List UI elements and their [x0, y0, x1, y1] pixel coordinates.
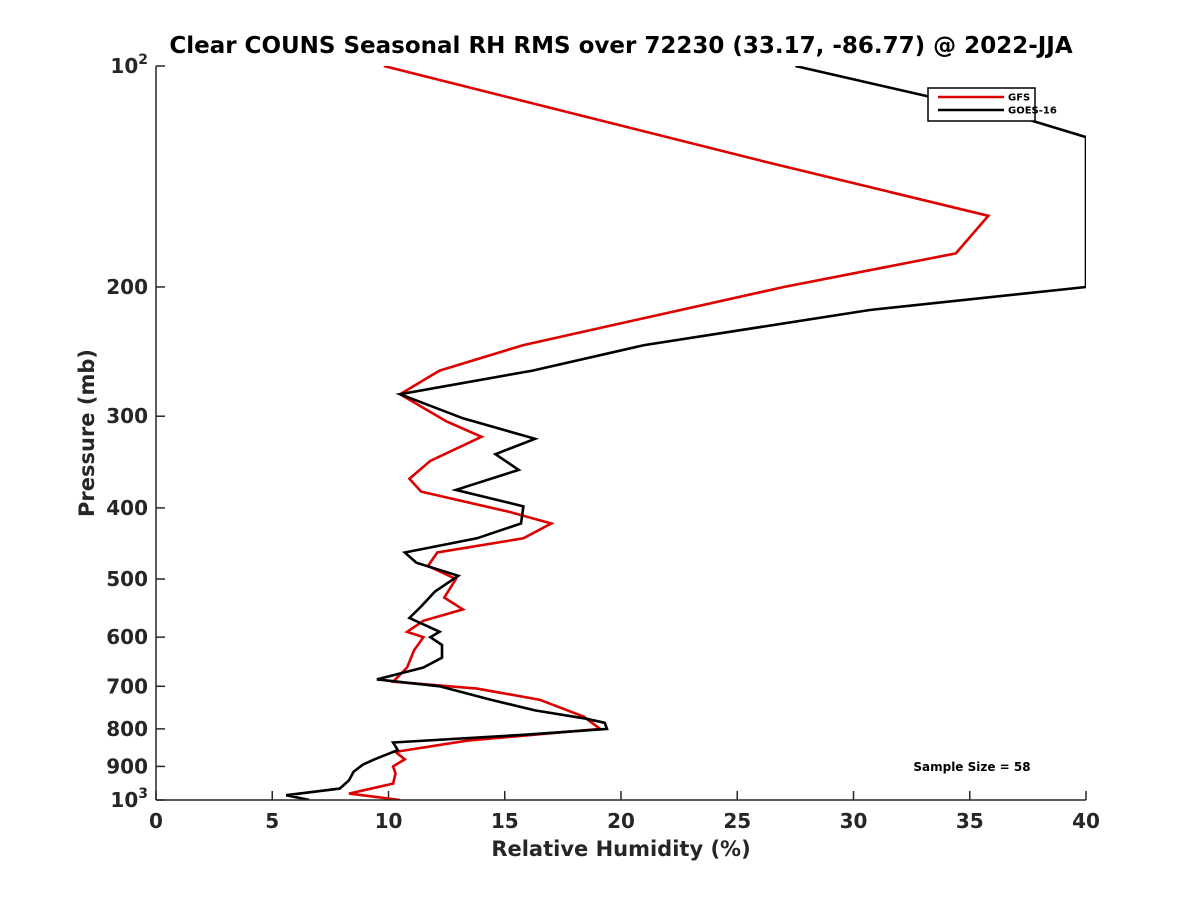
y-tick-label: 600	[106, 625, 148, 649]
y-tick-label: 102	[110, 52, 148, 78]
x-tick-label: 30	[840, 809, 868, 833]
y-axis-label: Pressure (mb)	[75, 349, 99, 517]
y-tick-label: 700	[106, 674, 148, 698]
series-line-goes-16	[285, 66, 1086, 800]
axes	[155, 66, 1086, 801]
series-lines	[285, 66, 1086, 800]
x-tick-label: 20	[607, 809, 635, 833]
sample-size-annotation: Sample Size = 58	[913, 760, 1030, 774]
x-tick-label: 40	[1072, 809, 1100, 833]
y-tick-label: 103	[110, 786, 148, 812]
y-tick-label: 300	[106, 404, 148, 428]
x-tick-label: 10	[375, 809, 403, 833]
y-tick-label: 200	[106, 275, 148, 299]
x-tick-label: 5	[265, 809, 279, 833]
x-tick-label: 25	[723, 809, 751, 833]
y-tick-label: 400	[106, 496, 148, 520]
y-tick-label: 900	[106, 754, 148, 778]
x-tick-label: 0	[149, 809, 163, 833]
y-tick-label: 500	[106, 567, 148, 591]
y-tick-label: 800	[106, 717, 148, 741]
x-tick-label: 35	[956, 809, 984, 833]
x-tick-label: 15	[491, 809, 519, 833]
y-tick-exponent: 2	[138, 52, 148, 68]
legend-label: GOES-16	[1008, 106, 1057, 117]
series-line-gfs	[348, 66, 991, 800]
legend: GFS GOES-16	[927, 87, 1057, 122]
y-tick-base: 10	[110, 54, 138, 78]
y-tick-exponent: 3	[138, 786, 148, 802]
axis-ticks: 0 5 10 15 20 25 30 35 40102200300400500600700800…	[106, 52, 1100, 833]
legend-box	[927, 87, 1036, 122]
x-axis-label: Relative Humidity (%)	[491, 837, 750, 861]
chart-title: Clear COUNS Seasonal RH RMS over 72230 (…	[169, 33, 1073, 59]
y-tick-base: 10	[110, 788, 138, 812]
legend-label: GFS	[1008, 93, 1030, 104]
